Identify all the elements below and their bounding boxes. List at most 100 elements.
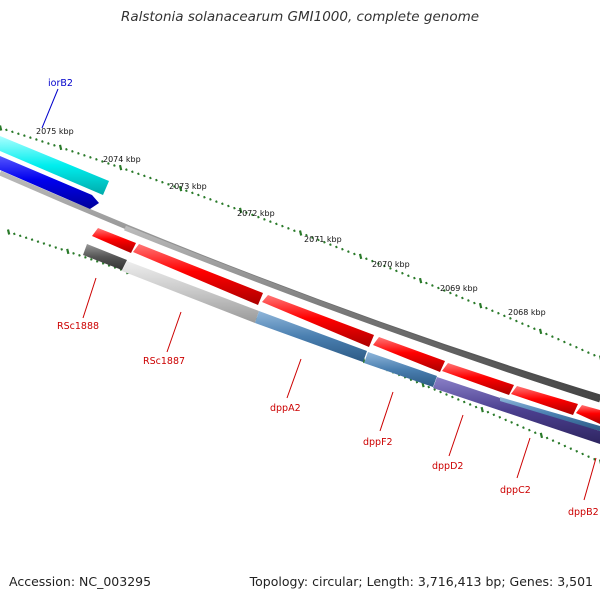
ruler-minor-tick xyxy=(107,162,110,165)
ruler-minor-tick xyxy=(389,267,392,270)
gene-label-dppA2: dppA2 xyxy=(270,403,301,414)
gene-RSc1888-arrow xyxy=(92,228,136,253)
ruler-minor-tick xyxy=(431,284,434,287)
ruler-minor-tick xyxy=(528,428,531,432)
ruler-minor-tick xyxy=(209,198,212,201)
ruler-minor-tick xyxy=(83,154,86,157)
ruler-minor-tick xyxy=(515,319,518,323)
ruler-minor-tick xyxy=(445,393,448,396)
ruler-minor-tick xyxy=(35,138,38,141)
ruler-minor-tick xyxy=(54,246,58,249)
ruler-minor-tick xyxy=(131,170,134,174)
genome-summary-text: Topology: circular; Length: 3,716,413 bp… xyxy=(249,574,593,589)
ruler-minor-tick xyxy=(569,447,573,450)
ruler-minor-tick xyxy=(395,269,398,273)
ruler-minor-tick xyxy=(12,232,16,236)
ruler-minor-tick xyxy=(143,174,146,178)
ruler-minor-tick xyxy=(371,259,374,263)
ruler-minor-tick xyxy=(365,257,368,261)
ruler-minor-tick xyxy=(533,431,537,435)
ruler-minor-tick xyxy=(443,289,446,292)
ruler-minor-tick xyxy=(486,410,490,414)
ruler-minor-tick xyxy=(551,439,555,443)
ruler-minor-tick xyxy=(427,385,431,389)
ruler-minor-tick xyxy=(451,395,454,399)
gene-RSc1887-arrow xyxy=(133,244,263,305)
ruler-minor-tick xyxy=(329,243,332,246)
ruler-major-tick xyxy=(298,230,303,236)
ruler-minor-tick xyxy=(269,220,272,223)
ruler-minor-tick xyxy=(504,418,508,422)
ruler-minor-tick xyxy=(167,182,170,186)
ruler-minor-tick xyxy=(155,178,158,182)
ruler-minor-tick xyxy=(30,238,34,242)
ruler-minor-tick xyxy=(593,457,596,461)
accession-text: Accession: NC_003295 xyxy=(9,574,152,589)
gene-label-dppF2: dppF2 xyxy=(363,437,393,448)
ruler-minor-tick xyxy=(42,242,46,245)
ruler-ticks-outer xyxy=(0,125,600,361)
ruler-minor-tick xyxy=(437,286,440,290)
ruler-minor-tick xyxy=(101,160,104,163)
ruler-label: 2073 kbp xyxy=(169,182,207,191)
ruler-minor-tick xyxy=(581,452,584,456)
ruler-minor-tick xyxy=(203,195,206,199)
ruler-minor-tick xyxy=(137,172,140,176)
cog-band-RSc1887 xyxy=(122,261,259,323)
map-title: Ralstonia solanacearum GMI1000, complete… xyxy=(120,9,480,25)
ruler-minor-tick xyxy=(71,150,74,153)
ruler-minor-tick xyxy=(545,436,549,440)
ruler-minor-tick xyxy=(575,449,579,453)
ruler-minor-tick xyxy=(36,240,40,243)
ruler-major-tick xyxy=(238,207,243,214)
ruler-minor-tick xyxy=(47,142,50,145)
ruler-minor-tick xyxy=(221,202,224,206)
gene-dppD2-arrow xyxy=(442,363,514,395)
ruler-minor-tick xyxy=(101,262,105,265)
label-leader-dppF2 xyxy=(379,391,394,432)
ruler-minor-tick xyxy=(449,291,452,295)
ruler-minor-tick xyxy=(251,213,254,217)
ruler-minor-tick xyxy=(23,134,26,138)
ruler-minor-tick xyxy=(53,144,56,147)
label-leader-dppA2 xyxy=(286,358,302,399)
gene-dppF2-arrow xyxy=(373,337,445,372)
ruler-minor-tick xyxy=(353,252,356,256)
ruler-minor-tick xyxy=(18,234,22,238)
ruler-major-tick xyxy=(58,144,63,151)
gene-label-dppB2: dppB2 xyxy=(568,507,599,518)
ruler-minor-tick xyxy=(498,415,502,419)
ruler-minor-tick xyxy=(60,248,64,251)
ruler-minor-tick xyxy=(89,258,93,261)
cog-band-dppD2 xyxy=(433,377,600,444)
ruler-minor-tick xyxy=(563,340,566,344)
ruler-minor-tick xyxy=(95,158,98,161)
ruler-minor-tick xyxy=(593,353,596,357)
ruler-minor-tick xyxy=(281,224,284,228)
ruler-minor-tick xyxy=(48,244,52,247)
ruler-label: 2070 kbp xyxy=(372,260,410,269)
ruler-minor-tick xyxy=(569,343,572,346)
ruler-minor-tick xyxy=(563,444,567,448)
ruler-minor-tick xyxy=(587,455,590,458)
ruler-major-tick xyxy=(0,125,3,131)
ruler-label: 2074 kbp xyxy=(103,155,141,164)
ruler-minor-tick xyxy=(557,337,560,341)
ruler-minor-tick xyxy=(415,380,419,384)
cog-band-iorB2 xyxy=(0,136,109,195)
ruler-minor-tick xyxy=(492,413,496,417)
ruler-minor-tick xyxy=(257,215,260,219)
ruler-minor-tick xyxy=(461,296,464,300)
ruler-minor-tick xyxy=(383,264,386,268)
ruler-minor-tick xyxy=(215,200,218,203)
ruler-major-tick xyxy=(418,277,423,284)
ruler-minor-tick xyxy=(545,332,548,336)
ruler-minor-tick xyxy=(149,176,152,180)
gene-label-iorB2: iorB2 xyxy=(48,78,73,89)
ruler-minor-tick xyxy=(311,236,314,239)
ruler-minor-tick xyxy=(581,348,584,352)
ruler-minor-tick xyxy=(293,229,296,233)
cog-band-dppC2-overlay xyxy=(500,397,600,431)
label-leader-iorB2 xyxy=(41,88,59,129)
ruler-major-tick xyxy=(178,185,183,192)
